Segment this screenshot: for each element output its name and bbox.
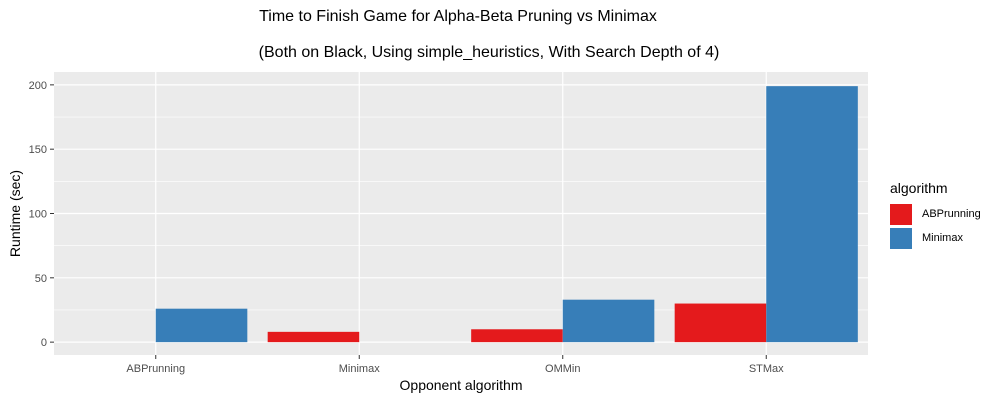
bar-abprunning-minimax [267,331,360,343]
y-tick-label: 50 [35,273,47,285]
x-tick-label: Minimax [339,363,380,375]
chart-subtitle: (Both on Black, Using simple_heuristics,… [258,44,720,61]
legend-key-abprunning [890,203,912,225]
bar-abprunning-stmax [674,303,767,343]
legend-item-abprunning: ABPrunning [890,202,981,226]
bar-minimax-ommin [562,299,655,343]
x-tick-label: STMax [749,363,784,375]
legend-label-minimax: Minimax [922,232,963,244]
y-axis-title: Runtime (sec) [7,170,23,257]
bar-minimax-stmax [766,86,858,343]
x-tick-label: OMMin [545,363,580,375]
x-axis-title: Opponent algorithm [400,377,523,393]
x-tick-label: ABPrunning [126,363,185,375]
chart-title: Time to Finish Game for Alpha-Beta Pruni… [259,8,657,25]
legend-label-abprunning: ABPrunning [922,208,981,220]
legend-key-minimax [890,227,912,249]
legend-title: algorithm [890,180,948,196]
y-tick-label: 100 [29,209,47,221]
legend: algorithm ABPrunning Minimax [890,180,981,250]
bar-abprunning-ommin [471,329,563,343]
y-tick-label: 150 [29,144,47,156]
y-tick-label: 200 [29,80,47,92]
y-tick-label: 0 [41,337,47,349]
legend-item-minimax: Minimax [890,226,981,250]
bar-minimax-abprunning [155,308,248,343]
